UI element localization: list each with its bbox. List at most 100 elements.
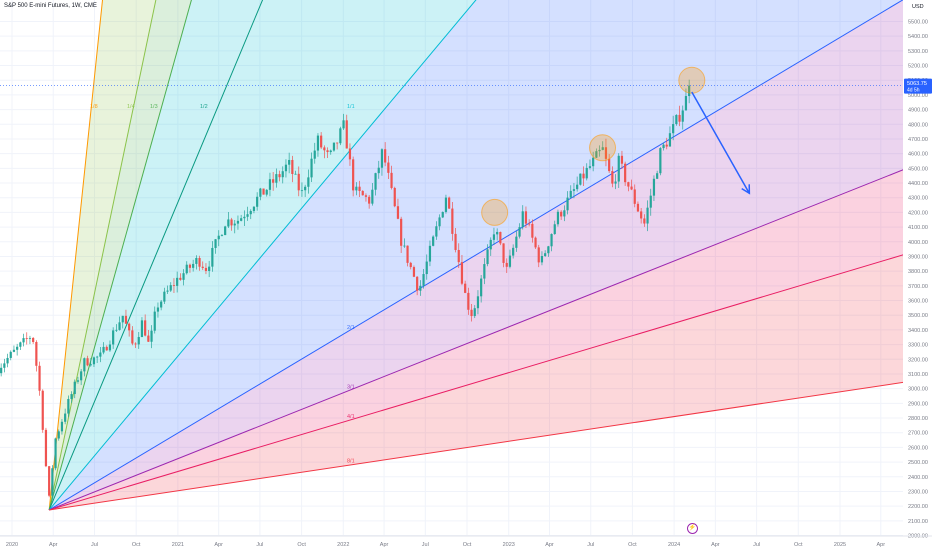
- time-tick-label: Apr: [214, 542, 223, 548]
- gann-ratio-label: 8/1: [347, 458, 355, 464]
- candle: [198, 257, 201, 267]
- candle: [553, 224, 556, 235]
- time-tick-label: Apr: [380, 542, 389, 548]
- candles: [0, 79, 691, 501]
- gann-ratio-label: 3/1: [347, 384, 355, 390]
- candle: [499, 231, 502, 244]
- candle: [188, 264, 192, 268]
- candle: [153, 311, 156, 331]
- highlight-circle: [678, 66, 706, 94]
- candle: [588, 166, 592, 168]
- candle: [32, 337, 35, 342]
- candle: [236, 220, 240, 224]
- candle: [601, 147, 604, 150]
- projection-arrow-head: [741, 184, 751, 195]
- candle: [137, 336, 140, 345]
- candle: [400, 218, 403, 246]
- candle: [73, 381, 76, 395]
- candle: [464, 283, 467, 293]
- gann-ratio-label: 2/1: [347, 325, 355, 331]
- candle: [256, 196, 259, 207]
- candle: [140, 320, 144, 337]
- price-tick-label: 2600.00: [908, 445, 928, 451]
- price-tick-label: 3500.00: [908, 313, 928, 319]
- candle: [425, 261, 428, 275]
- candle: [508, 255, 512, 267]
- candle: [38, 365, 41, 391]
- candle: [473, 308, 476, 317]
- candle: [665, 144, 668, 147]
- candle: [403, 245, 406, 247]
- price-tick-label: 3300.00: [908, 343, 928, 349]
- candle: [128, 323, 131, 331]
- candle: [243, 216, 246, 219]
- time-tick-label: 2023: [503, 542, 515, 548]
- candle: [483, 264, 486, 279]
- candle: [172, 285, 176, 286]
- candle: [96, 356, 99, 358]
- candle: [457, 249, 460, 263]
- candle: [345, 120, 348, 149]
- candle: [396, 206, 400, 219]
- candle: [412, 267, 416, 277]
- candle: [675, 114, 678, 125]
- candle: [329, 150, 332, 153]
- candle: [304, 186, 307, 191]
- candle: [598, 149, 601, 152]
- candle: [560, 211, 563, 217]
- candle: [64, 413, 67, 422]
- candle: [569, 190, 572, 198]
- price-tick-label: 3000.00: [908, 387, 928, 393]
- candle: [169, 285, 172, 291]
- price-tick-label: 2700.00: [908, 431, 928, 437]
- candle: [22, 338, 25, 343]
- time-tick-label: Jul: [256, 542, 263, 548]
- candle: [182, 273, 185, 280]
- candle: [166, 290, 169, 292]
- candle: [99, 352, 102, 357]
- gann-fan-line: [49, 254, 903, 511]
- candle: [6, 357, 9, 364]
- candle: [563, 210, 566, 217]
- price-tick-label: 2400.00: [908, 475, 928, 481]
- candle: [480, 278, 483, 297]
- gann-fan-line: [48, 169, 903, 511]
- candle: [521, 211, 524, 228]
- candle: [214, 239, 217, 248]
- candle: [662, 144, 665, 149]
- candle: [387, 162, 390, 173]
- candle: [112, 330, 115, 345]
- candle: [672, 124, 675, 134]
- candle: [230, 219, 233, 226]
- candle: [544, 253, 547, 256]
- candle: [512, 247, 515, 256]
- candle: [108, 344, 112, 351]
- price-tick-label: 4300.00: [908, 196, 928, 202]
- candle: [80, 371, 83, 381]
- candle: [595, 151, 598, 158]
- candle: [294, 173, 297, 175]
- candle: [67, 398, 70, 414]
- candle: [268, 179, 272, 190]
- candle: [118, 322, 121, 330]
- gann-fan-line: [48, 0, 903, 511]
- candle: [342, 120, 345, 129]
- price-tick-label: 5200.00: [908, 64, 928, 70]
- candle: [281, 171, 284, 178]
- candle: [54, 438, 57, 469]
- price-tick-label: 3400.00: [908, 328, 928, 334]
- candle: [633, 189, 636, 204]
- lightning-icon[interactable]: ⚡: [687, 523, 698, 534]
- candle: [265, 189, 268, 195]
- candle: [649, 195, 652, 208]
- candle: [19, 342, 22, 347]
- candle: [240, 218, 243, 221]
- candle: [531, 223, 534, 238]
- candle: [57, 431, 60, 439]
- candle: [416, 276, 419, 291]
- candle: [384, 149, 387, 163]
- candle: [160, 301, 163, 308]
- candle: [41, 390, 44, 430]
